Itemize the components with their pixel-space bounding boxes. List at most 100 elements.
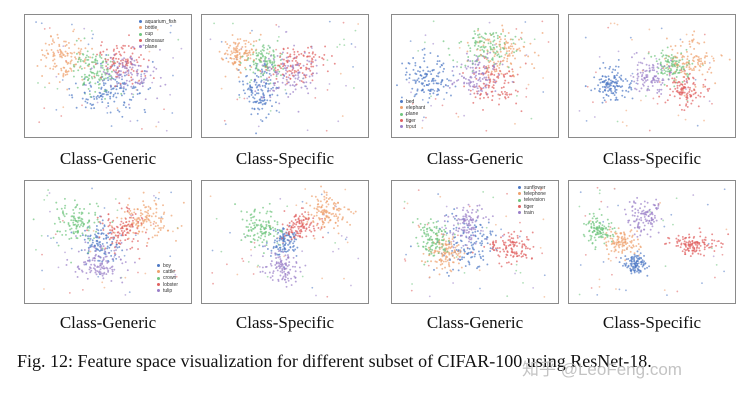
data-point: [430, 252, 433, 255]
data-point: [77, 47, 80, 50]
data-point: [153, 199, 156, 202]
data-point: [469, 47, 472, 50]
data-point: [485, 238, 488, 241]
data-point: [686, 50, 688, 53]
data-point: [122, 222, 125, 225]
data-point: [446, 271, 449, 274]
data-point: [155, 125, 158, 128]
data-point: [295, 64, 298, 67]
data-point: [292, 224, 294, 226]
data-point: [456, 254, 459, 257]
data-point: [485, 70, 488, 73]
data-point: [616, 80, 619, 83]
data-point: [67, 70, 70, 73]
data-point: [97, 275, 100, 278]
data-point: [112, 49, 115, 52]
legend-marker-icon: [518, 198, 521, 202]
data-point: [601, 81, 604, 83]
data-point: [99, 62, 102, 65]
data-point: [246, 58, 249, 61]
data-point: [618, 261, 621, 264]
data-point: [443, 220, 446, 223]
data-point: [105, 72, 107, 75]
data-point: [314, 195, 317, 198]
data-point: [483, 67, 486, 70]
data-point: [305, 228, 308, 230]
data-point: [461, 234, 464, 237]
data-point: [147, 212, 150, 215]
data-point: [291, 65, 294, 68]
data-point: [438, 246, 441, 249]
data-point: [159, 219, 162, 222]
data-point: [294, 74, 297, 77]
data-point: [276, 94, 279, 97]
data-point: [498, 40, 501, 43]
data-point: [326, 59, 329, 62]
data-point: [455, 112, 458, 115]
data-point: [478, 55, 481, 57]
data-point: [506, 251, 509, 254]
data-point: [625, 89, 628, 92]
data-point: [148, 50, 151, 53]
data-point: [96, 239, 99, 242]
data-point: [136, 227, 139, 230]
data-point: [441, 267, 444, 270]
data-point: [269, 79, 272, 81]
data-point: [489, 232, 492, 235]
data-point: [305, 85, 307, 88]
data-point: [499, 250, 502, 253]
data-point: [140, 70, 143, 73]
data-point: [80, 249, 83, 252]
data-point: [714, 276, 716, 279]
data-point: [280, 259, 283, 262]
data-point: [659, 201, 662, 204]
data-point: [100, 215, 103, 218]
data-point: [438, 248, 441, 251]
legend-label: plane: [406, 111, 419, 118]
data-point: [265, 64, 268, 67]
data-point: [648, 70, 651, 72]
data-point: [275, 109, 278, 112]
legend-marker-icon: [157, 288, 160, 292]
data-point: [120, 92, 123, 95]
data-point: [107, 260, 110, 263]
data-point: [303, 81, 305, 84]
data-point: [501, 63, 504, 66]
data-point: [515, 50, 518, 52]
data-point: [421, 88, 424, 91]
data-point: [506, 295, 509, 298]
data-point: [284, 278, 287, 281]
data-point: [75, 52, 78, 55]
data-point: [437, 75, 440, 78]
data-point: [532, 286, 535, 289]
data-point: [470, 241, 473, 244]
data-point: [275, 257, 278, 259]
data-point: [625, 262, 628, 265]
data-point: [278, 102, 281, 105]
data-point: [598, 278, 601, 281]
data-point: [293, 69, 296, 72]
data-point: [605, 93, 608, 96]
data-point: [109, 60, 112, 63]
data-point: [415, 92, 418, 95]
data-point: [213, 22, 216, 25]
data-point: [497, 53, 500, 56]
data-point: [597, 84, 600, 87]
data-point: [423, 91, 425, 94]
data-point: [514, 272, 516, 275]
data-point: [631, 97, 634, 100]
data-point: [475, 240, 478, 243]
data-point: [409, 245, 412, 248]
data-point: [489, 247, 492, 250]
data-point: [725, 228, 728, 231]
data-point: [403, 258, 406, 261]
legend-item: dinosaur: [139, 38, 176, 44]
data-point: [317, 199, 320, 202]
data-point: [489, 40, 492, 43]
data-point: [88, 74, 91, 77]
data-point: [442, 251, 445, 254]
data-point: [80, 75, 83, 78]
data-point: [461, 258, 463, 261]
data-point: [432, 20, 435, 23]
data-point: [632, 244, 635, 247]
